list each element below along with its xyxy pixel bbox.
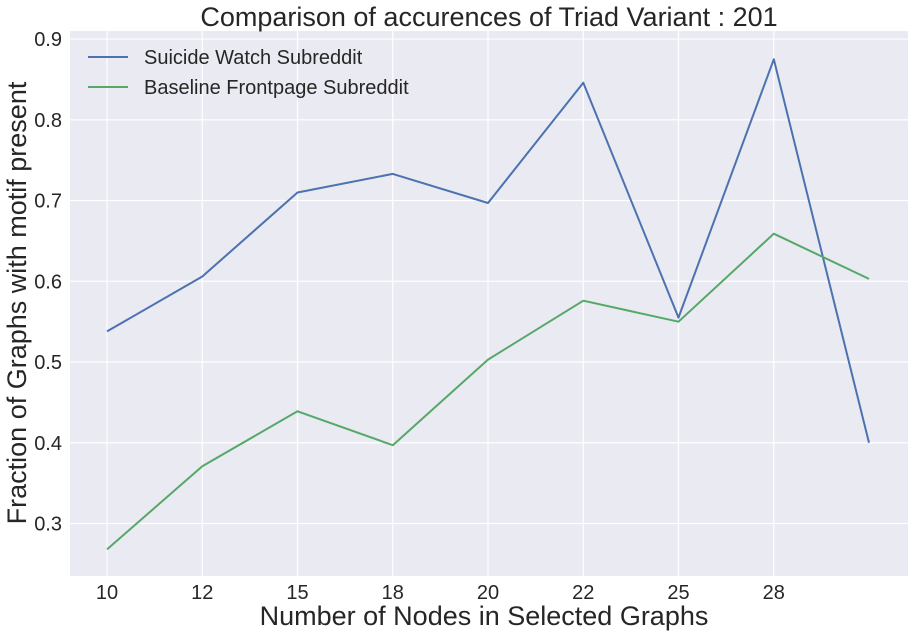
y-tick-label: 0.8 [34,110,62,132]
y-tick-label: 0.6 [34,271,62,293]
x-tick-label: 22 [572,582,594,604]
y-tick-labels: 0.3 0.4 0.5 0.6 0.7 0.8 0.9 [34,29,62,535]
y-tick-label: 0.9 [34,29,62,51]
y-tick-label: 0.7 [34,191,62,213]
series-line-1 [106,232,870,551]
x-axis-title: Number of Nodes in Selected Graphs [260,601,709,631]
x-tick-label: 15 [286,582,308,604]
x-tick-label: 12 [191,582,213,604]
x-tick-label: 25 [667,582,689,604]
x-tick-label: 10 [96,582,118,604]
chart-title: Comparison of accurences of Triad Varian… [200,2,777,32]
legend: Suicide Watch Subreddit Baseline Frontpa… [88,47,409,99]
y-tick-label: 0.3 [34,514,62,536]
x-tick-labels: 10 12 15 18 20 22 25 28 [96,582,785,604]
series-line-0 [106,58,870,444]
y-tick-label: 0.5 [34,352,62,374]
legend-label-suicide-watch: Suicide Watch Subreddit [144,47,363,69]
y-tick-label: 0.4 [34,433,62,455]
x-tick-label: 20 [477,582,499,604]
series-lines [106,58,870,551]
x-tick-label: 28 [763,582,785,604]
x-tick-label: 18 [382,582,404,604]
plot-area [70,31,908,576]
y-axis-title: Fraction of Graphs with motif present [2,81,32,524]
legend-label-baseline-frontpage: Baseline Frontpage Subreddit [144,77,409,99]
